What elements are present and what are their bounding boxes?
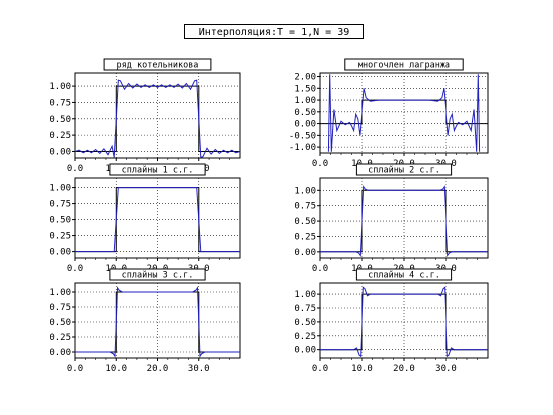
x-tick-label: 20.0 (147, 364, 169, 374)
interpolant-line (75, 79, 240, 158)
interpolant-line (320, 286, 488, 358)
chart-title-box (103, 58, 212, 71)
x-tick-label: 30.0 (188, 364, 210, 374)
main-title: Интерполяция:T = 1,N = 39 (184, 24, 364, 39)
y-tick-label: -1.00 (289, 143, 316, 153)
y-tick-label: 0.50 (49, 216, 71, 226)
y-tick-label: 0.25 (49, 232, 71, 242)
y-tick-label: 1.00 (49, 288, 71, 298)
y-tick-label: 1.00 (49, 184, 71, 194)
y-tick-label: 0.00 (49, 248, 71, 258)
chart-title-box (355, 163, 453, 176)
interpolant-line (75, 286, 240, 358)
x-tick-label: 0.0 (67, 164, 83, 174)
chart-title: многочлен лагранжа (358, 61, 450, 71)
x-tick-label: 10.0 (105, 364, 127, 374)
y-tick-label: 1.50 (294, 84, 316, 94)
y-tick-label: -0.50 (289, 131, 316, 141)
x-tick-label: 10.0 (351, 364, 373, 374)
y-tick-label: 0.50 (49, 115, 71, 125)
x-tick-label: 30.0 (435, 364, 457, 374)
y-tick-label: 0.75 (49, 303, 71, 313)
chart-panel-6: 0.0 10.0 20.0 30.0 0.00 0.25 0.50 0.75 1.00 сплай… (294, 268, 489, 374)
y-tick-label: 1.00 (294, 96, 316, 106)
chart-panel-4: 0.010.020.030.00.000.250.500.751.00сплай… (294, 163, 489, 274)
chart-title: сплайны 3 с.г. (122, 271, 194, 281)
chart-title: ряд котельникова (117, 61, 199, 71)
y-tick-label: 0.00 (49, 348, 71, 358)
y-tick-label: 0.50 (49, 318, 71, 328)
interpolant-line (327, 74, 481, 152)
y-tick-label: 0.25 (49, 333, 71, 343)
y-tick-label: 0.25 (294, 332, 316, 342)
chart-panel-5: 0.0 10.0 20.0 30.0 0.00 0.25 0.50 0.75 1.00 сплай… (49, 268, 241, 374)
chart-title-box (355, 268, 453, 281)
y-tick-label: 0.50 (294, 108, 316, 118)
y-tick-label: 2.00 (294, 73, 316, 83)
y-tick-label: 0.75 (49, 98, 71, 108)
chart-title: сплайны 1 с.г. (122, 166, 194, 176)
y-tick-label: 0.50 (294, 217, 316, 227)
interpolant-line (75, 187, 240, 253)
y-tick-label: 1.00 (49, 82, 71, 92)
x-tick-label: 0.0 (312, 264, 328, 274)
chart-title-box (344, 58, 464, 71)
y-tick-label: 0.00 (294, 120, 316, 130)
chart-title: сплайны 4 с.г. (368, 271, 440, 281)
y-tick-label: 0.25 (49, 131, 71, 141)
x-tick-label: 0.0 (67, 364, 83, 374)
y-tick-label: 1.00 (294, 290, 316, 300)
y-tick-label: 0.75 (49, 200, 71, 210)
y-tick-label: 0.00 (294, 346, 316, 356)
x-tick-label: 0.0 (312, 364, 328, 374)
y-tick-label: 0.25 (294, 232, 316, 242)
chart-panel-3: 0.010.020.030.00.000.250.500.751.00сплай… (49, 163, 241, 274)
interpolant-line (320, 185, 488, 257)
y-tick-label: 0.00 (294, 248, 316, 258)
chart-title: сплайны 2 с.г. (368, 166, 440, 176)
y-tick-label: 1.00 (294, 186, 316, 196)
x-tick-label: 20.0 (393, 364, 415, 374)
x-tick-label: 0.0 (67, 264, 83, 274)
chart-title-box (109, 268, 206, 281)
x-tick-label: 0.0 (312, 159, 328, 169)
chart-panel-2: 0.010.020.030.0-1.00-0.500.000.501.001.5… (289, 58, 489, 169)
y-tick-label: 0.75 (294, 202, 316, 212)
y-tick-label: 0.50 (294, 318, 316, 328)
chart-title-box (109, 163, 206, 176)
y-tick-label: 0.75 (294, 304, 316, 314)
y-tick-label: 0.00 (49, 147, 71, 157)
